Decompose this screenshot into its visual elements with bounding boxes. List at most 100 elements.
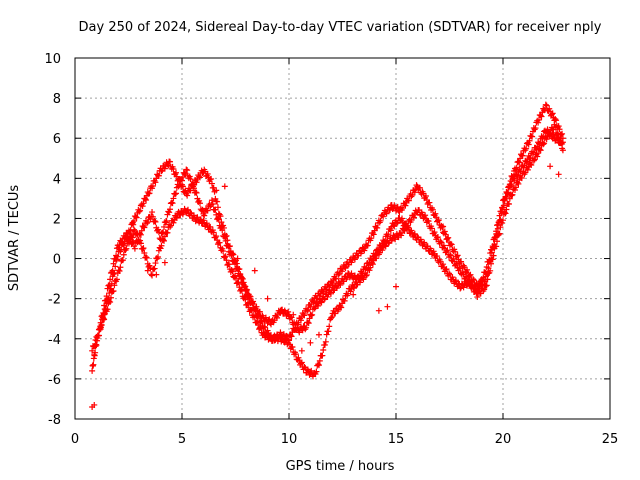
data-point [151,265,158,272]
data-point [326,323,333,330]
data-point [232,272,239,279]
data-point [136,208,143,215]
data-point [377,217,384,224]
data-point [101,302,108,309]
data-point [297,317,304,324]
data-point [110,288,117,295]
data-point [307,339,314,346]
data-point [100,309,107,316]
data-point [527,161,534,168]
data-point [505,189,512,196]
data-point [476,283,483,290]
data-point [460,284,467,291]
data-point [491,234,498,241]
data-point [463,273,470,280]
data-point [229,268,236,275]
data-point [113,252,120,259]
data-point [506,195,513,202]
data-point [547,163,554,170]
data-point [142,195,149,202]
data-point [163,217,170,224]
data-point [105,282,112,289]
data-point [303,308,310,315]
data-point [218,223,225,230]
data-point [434,253,441,260]
data-point [408,227,415,234]
data-point [305,320,312,327]
data-point [241,282,248,289]
data-point [149,272,156,279]
chart-title: Day 250 of 2024, Sidereal Day-to-day VTE… [79,20,602,35]
data-point [226,261,233,268]
data-point [95,332,102,339]
data-point [382,243,389,250]
data-point [146,190,153,197]
data-point [170,195,177,202]
x-axis-title: GPS time / hours [286,459,395,474]
data-point [277,307,284,314]
data-point [458,258,465,265]
data-point [366,267,373,274]
data-point [445,234,452,241]
data-point [547,130,554,137]
data-point [442,231,449,238]
data-point [161,233,168,240]
data-point [527,155,534,162]
data-point [487,267,494,274]
data-point [91,401,98,408]
data-point [152,260,159,267]
y-tick-label: -8 [48,413,61,428]
data-point [360,276,367,283]
data-point [228,266,235,273]
data-point [301,312,308,319]
data-point [372,252,379,259]
data-point [488,247,495,254]
data-point [298,359,305,366]
data-point [220,248,227,255]
data-point [193,179,200,186]
axis-ticks: 0 5 10 15 20 25 -8 -6 -4 -2 0 2 4 6 8 10 [44,52,618,447]
data-point [184,167,191,174]
data-point [440,223,447,230]
data-point [535,119,542,126]
data-point [172,191,179,198]
data-point [390,222,397,229]
data-point [378,244,385,251]
y-tick-label: 0 [53,253,61,268]
data-point [250,298,257,305]
data-point [143,196,150,203]
data-point [411,189,418,196]
data-point [555,171,562,178]
data-point [402,202,409,209]
x-tick-label: 5 [178,432,186,447]
data-point [518,175,525,182]
data-point [493,228,500,235]
data-point [247,293,254,300]
series-track-c [97,126,566,336]
data-point [264,295,271,302]
data-point [486,256,493,263]
data-point [543,102,550,109]
data-point [447,240,454,247]
data-point [421,239,428,246]
data-point [499,204,506,211]
data-point [149,182,156,189]
data-point [153,271,160,278]
data-point [550,132,557,139]
data-point [223,257,230,264]
data-point [538,113,545,120]
data-point [286,337,292,344]
data-point [362,266,369,273]
data-point [317,298,324,305]
data-point [285,308,292,315]
data-point [529,133,536,140]
data-point [106,298,113,305]
data-point [141,224,148,231]
data-point [515,180,522,187]
data-point [137,230,144,237]
data-point [225,242,232,249]
data-point [449,274,456,281]
data-point [221,183,228,190]
data-point [482,269,489,276]
